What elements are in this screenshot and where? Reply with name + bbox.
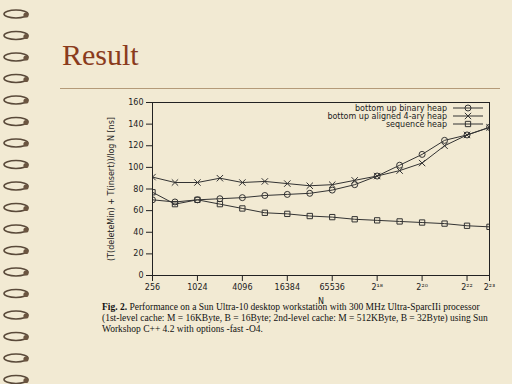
svg-text:120: 120 — [128, 141, 143, 150]
svg-text:20: 20 — [133, 249, 143, 258]
svg-text:0: 0 — [138, 271, 143, 280]
svg-text:4096: 4096 — [232, 283, 252, 292]
svg-text:100: 100 — [128, 163, 143, 172]
svg-text:80: 80 — [133, 185, 143, 194]
svg-text:1024: 1024 — [187, 283, 207, 292]
svg-text:2¹⁸: 2¹⁸ — [371, 283, 383, 292]
svg-text:65536: 65536 — [320, 283, 345, 292]
svg-text:2²²: 2²² — [461, 283, 473, 292]
svg-text:(T(deleteMin) + T(insert))/log: (T(deleteMin) + T(insert))/log N [ns] — [107, 117, 116, 261]
svg-text:2²⁰: 2²⁰ — [416, 283, 428, 292]
svg-text:160: 160 — [128, 98, 143, 107]
svg-text:256: 256 — [145, 283, 160, 292]
svg-text:2²³: 2²³ — [484, 283, 496, 292]
svg-text:16384: 16384 — [275, 283, 300, 292]
svg-text:60: 60 — [133, 206, 143, 215]
svg-text:40: 40 — [133, 228, 143, 237]
svg-text:140: 140 — [128, 120, 143, 129]
